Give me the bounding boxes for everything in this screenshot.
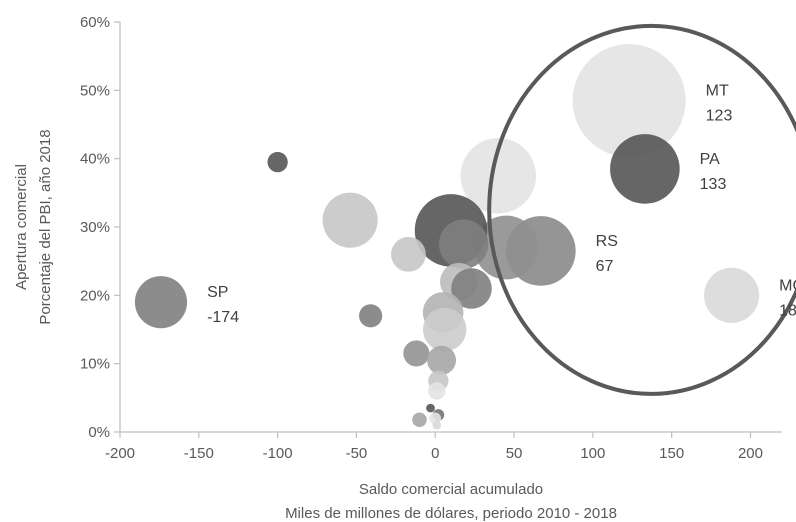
point-label-value: 133 <box>700 176 727 193</box>
y-tick-label: 60% <box>80 14 110 31</box>
bubble <box>428 382 446 400</box>
y-tick-label: 50% <box>80 82 110 99</box>
bubble <box>412 412 427 427</box>
bubble <box>572 44 686 158</box>
x-ticks: -200 -150 -100 -50 0 50 100 150 200 <box>105 432 763 462</box>
y-axis-title-line-2: Porcentaje del PBI, año 2018 <box>37 129 54 324</box>
bubble <box>403 340 430 367</box>
bubble <box>359 304 383 328</box>
x-tick-label: -100 <box>263 445 293 462</box>
point-label-name: MG <box>779 277 796 294</box>
x-tick-label: -50 <box>346 445 368 462</box>
x-tick-label: 50 <box>506 445 523 462</box>
point-label-value: 67 <box>596 258 614 275</box>
bubble <box>267 151 288 173</box>
point-label-name: PA <box>700 151 720 168</box>
point-label-name: SP <box>207 284 228 301</box>
y-tick-label: 30% <box>80 219 110 236</box>
x-tick-label: 100 <box>580 445 605 462</box>
bubble <box>438 219 489 269</box>
bubble <box>432 420 442 430</box>
y-tick-label: 20% <box>80 287 110 304</box>
highlight-ellipse <box>487 23 796 396</box>
bubble <box>460 138 536 214</box>
y-tick-label: 40% <box>80 151 110 168</box>
y-tick-label: 10% <box>80 356 110 373</box>
point-label-value: -174 <box>207 309 239 326</box>
bubble <box>134 276 188 329</box>
y-tick-label: 0% <box>88 424 110 441</box>
point-labels: MT 123 PA 133 RS 67 MG 188 SP -174 <box>207 83 796 327</box>
point-label-value: 123 <box>706 108 733 125</box>
bubble <box>426 403 435 413</box>
bubble <box>427 345 457 375</box>
bubble <box>451 268 492 309</box>
x-axis-title-line-1: Saldo comercial acumulado <box>359 481 543 498</box>
point-label-value: 188 <box>779 302 796 319</box>
x-tick-label: -150 <box>184 445 214 462</box>
y-axis-title-line-1: Apertura comercial <box>13 164 30 290</box>
bubble <box>391 236 426 272</box>
x-axis-title-line-2: Miles de millones de dólares, periodo 20… <box>285 505 617 522</box>
bubble <box>704 267 760 323</box>
point-label-name: MT <box>706 83 729 100</box>
point-label-name: RS <box>596 233 618 250</box>
x-tick-label: 150 <box>659 445 684 462</box>
bubble <box>422 307 467 352</box>
bubbles <box>134 44 760 430</box>
x-tick-label: -200 <box>105 445 135 462</box>
bubble <box>322 192 378 248</box>
x-tick-label: 0 <box>431 445 439 462</box>
x-tick-label: 200 <box>738 445 763 462</box>
y-ticks: 0% 10% 20% 30% 40% 50% 60% <box>80 14 120 441</box>
bubble <box>610 134 680 204</box>
